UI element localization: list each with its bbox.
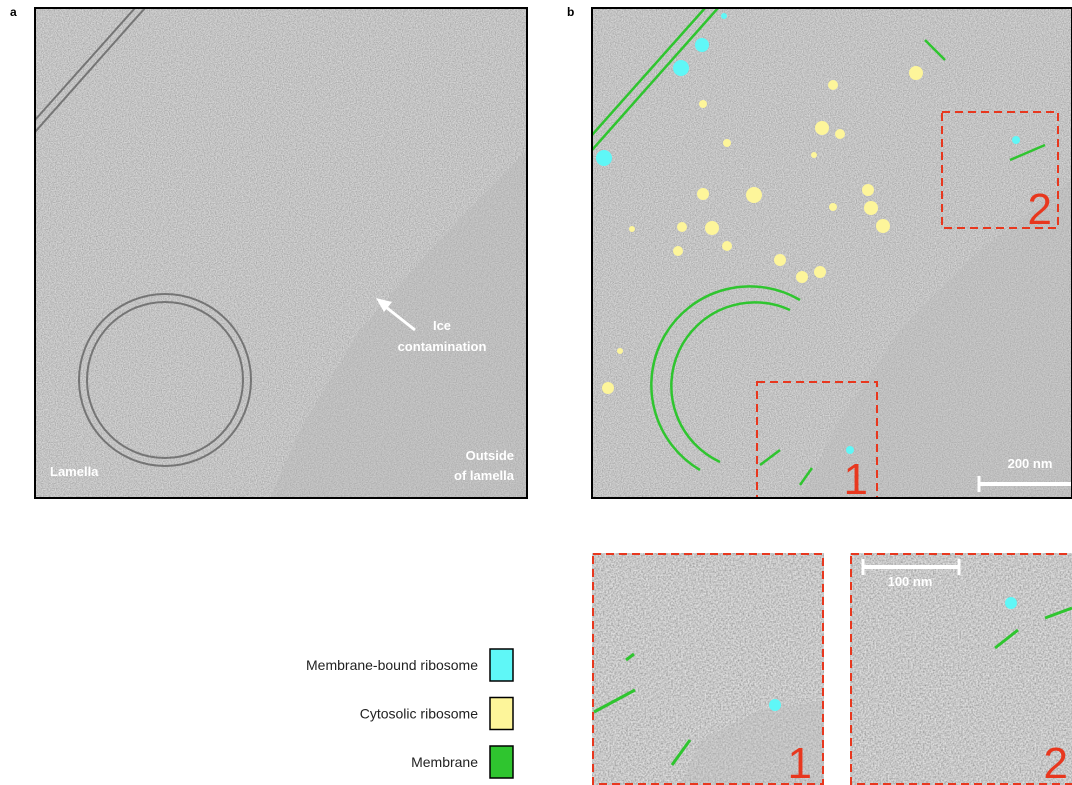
annotation: Ice [433, 318, 451, 333]
scale-bar-label: 200 nm [1008, 456, 1053, 471]
legend-label: Membrane [411, 754, 478, 770]
scale-bar-label: 100 nm [888, 574, 933, 589]
inset-label: 2 [1044, 739, 1068, 785]
box-label: 1 [844, 455, 868, 504]
legend-swatch [489, 648, 514, 682]
panel-label: a [10, 5, 17, 19]
region-label: of lamella [454, 468, 515, 483]
legend: Membrane-bound ribosome Cytosolic ribosom… [306, 648, 514, 779]
legend-swatch [489, 745, 514, 779]
legend-label: Cytosolic ribosome [360, 706, 478, 722]
inset [592, 553, 824, 785]
frame [591, 7, 1072, 499]
region-label: Lamella [50, 464, 99, 479]
legend-label: Membrane-bound ribosome [306, 657, 478, 673]
legend-swatch [489, 696, 514, 731]
tomogram-a [34, 7, 528, 499]
box-label: 2 [1028, 185, 1052, 234]
panel-label: b [567, 5, 574, 19]
annotation: contamination [398, 339, 487, 354]
inset [850, 553, 1072, 785]
region-label: Outside [466, 448, 514, 463]
inset-label: 1 [788, 739, 812, 785]
tomogram-b [592, 8, 1072, 498]
